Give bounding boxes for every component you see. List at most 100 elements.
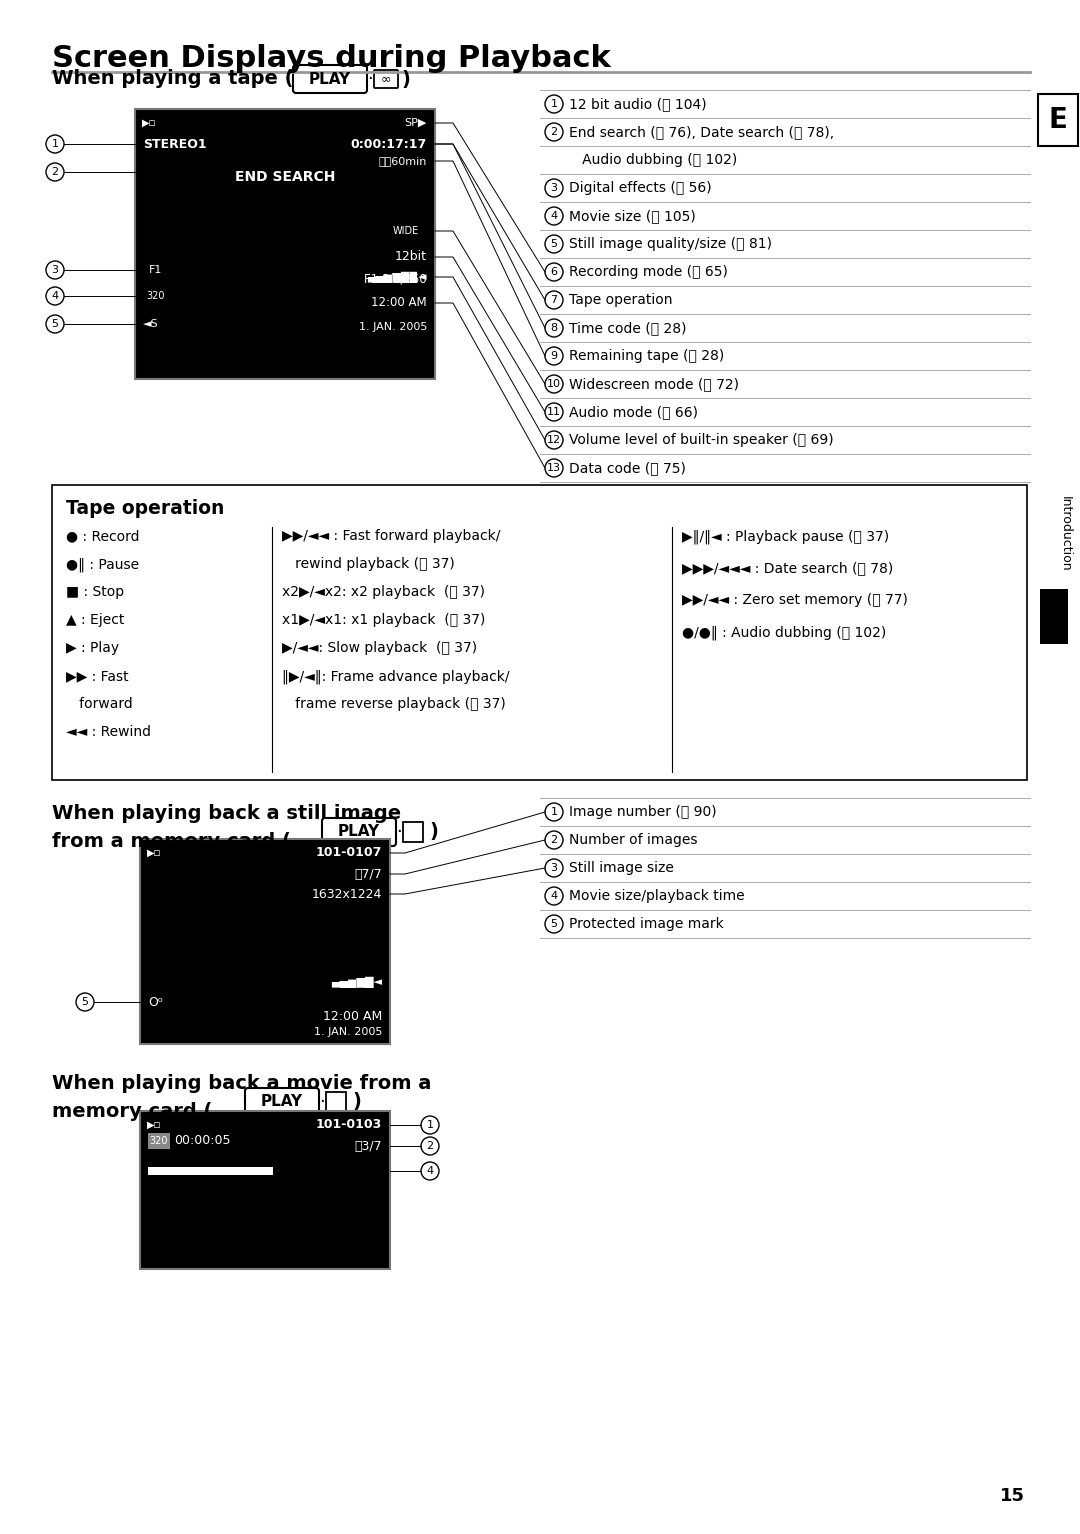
Text: ∞: ∞ xyxy=(381,72,391,86)
Text: 12: 12 xyxy=(546,436,562,445)
Bar xyxy=(143,287,168,305)
Text: F1.8 1/250: F1.8 1/250 xyxy=(364,273,427,285)
Text: frame reverse playback (⎋ 37): frame reverse playback (⎋ 37) xyxy=(282,696,505,710)
Text: 7: 7 xyxy=(551,295,557,305)
Text: rewind playback (⎋ 37): rewind playback (⎋ 37) xyxy=(282,557,455,571)
Text: 4: 4 xyxy=(551,212,557,221)
Text: ·: · xyxy=(396,824,402,841)
Text: 2: 2 xyxy=(551,834,557,845)
Text: Introduction: Introduction xyxy=(1058,495,1071,572)
Bar xyxy=(135,109,435,379)
Text: 8: 8 xyxy=(551,324,557,333)
FancyBboxPatch shape xyxy=(374,71,399,87)
Text: Time code (⎋ 28): Time code (⎋ 28) xyxy=(569,321,687,334)
Text: When playing back a still image: When playing back a still image xyxy=(52,804,401,824)
Text: ▶▶/◄◄ : Fast forward playback/: ▶▶/◄◄ : Fast forward playback/ xyxy=(282,529,500,543)
Text: Volume level of built-in speaker (⎋ 69): Volume level of built-in speaker (⎋ 69) xyxy=(569,433,834,446)
Text: Remaining tape (⎋ 28): Remaining tape (⎋ 28) xyxy=(569,350,725,364)
Text: ◄◄ : Rewind: ◄◄ : Rewind xyxy=(66,726,151,739)
Text: ▶ : Play: ▶ : Play xyxy=(66,641,119,655)
Text: 3: 3 xyxy=(52,265,58,275)
Text: STEREO1: STEREO1 xyxy=(143,138,206,150)
Text: 11: 11 xyxy=(546,407,561,417)
Text: Image number (⎋ 90): Image number (⎋ 90) xyxy=(569,805,717,819)
Text: Widescreen mode (⎋ 72): Widescreen mode (⎋ 72) xyxy=(569,377,739,391)
Text: ): ) xyxy=(429,822,437,842)
Bar xyxy=(140,839,390,1045)
Text: ‖▶/◄‖: Frame advance playback/: ‖▶/◄‖: Frame advance playback/ xyxy=(282,669,510,684)
Text: ): ) xyxy=(352,1092,361,1112)
Text: ▶◽: ▶◽ xyxy=(141,118,157,127)
Text: 1: 1 xyxy=(52,140,58,149)
Text: 1. JAN. 2005: 1. JAN. 2005 xyxy=(313,1026,382,1037)
Bar xyxy=(143,261,168,279)
Text: ●‖ : Pause: ●‖ : Pause xyxy=(66,557,139,572)
Text: Digital effects (⎋ 56): Digital effects (⎋ 56) xyxy=(569,181,712,195)
Text: Audio mode (⎋ 66): Audio mode (⎋ 66) xyxy=(569,405,698,419)
Text: 101-0103: 101-0103 xyxy=(315,1118,382,1132)
Text: ▶▶ : Fast: ▶▶ : Fast xyxy=(66,669,129,683)
Text: ⎋3/7: ⎋3/7 xyxy=(354,1140,382,1152)
Text: F1: F1 xyxy=(149,265,163,275)
FancyBboxPatch shape xyxy=(403,822,423,842)
Text: ▶/◄◄: Slow playback  (⎋ 37): ▶/◄◄: Slow playback (⎋ 37) xyxy=(282,641,477,655)
Text: ● : Record: ● : Record xyxy=(66,529,139,543)
Text: 320: 320 xyxy=(150,1137,168,1146)
Bar xyxy=(148,1167,273,1175)
Text: 12:00 AM: 12:00 AM xyxy=(323,1009,382,1023)
Text: 10: 10 xyxy=(546,379,561,390)
Text: When playing a tape (: When playing a tape ( xyxy=(52,69,294,89)
Text: 12:00 AM: 12:00 AM xyxy=(372,296,427,310)
Text: 1: 1 xyxy=(427,1120,433,1131)
Text: Screen Displays during Playback: Screen Displays during Playback xyxy=(52,44,611,74)
Text: forward: forward xyxy=(66,696,133,710)
Text: 6: 6 xyxy=(551,267,557,278)
Text: x1▶/◄x1: x1 playback  (⎋ 37): x1▶/◄x1: x1 playback (⎋ 37) xyxy=(282,614,485,627)
Text: 1: 1 xyxy=(551,807,557,818)
Text: PLAY: PLAY xyxy=(309,72,351,86)
Text: Protected image mark: Protected image mark xyxy=(569,917,724,931)
Text: SP▶: SP▶ xyxy=(405,118,427,127)
Text: ▶▶/◄◄ : Zero set memory (⎋ 77): ▶▶/◄◄ : Zero set memory (⎋ 77) xyxy=(681,594,908,607)
Text: ■ : Stop: ■ : Stop xyxy=(66,584,124,598)
Text: ▶‖/‖◄ : Playback pause (⎋ 37): ▶‖/‖◄ : Playback pause (⎋ 37) xyxy=(681,529,889,543)
Text: 2: 2 xyxy=(551,127,557,137)
Text: Oᵒ: Oᵒ xyxy=(148,996,163,1008)
Text: 15: 15 xyxy=(1000,1486,1025,1505)
Text: ▲ : Eject: ▲ : Eject xyxy=(66,614,124,627)
Text: ▄▅▆▇█◄: ▄▅▆▇█◄ xyxy=(330,976,382,988)
Text: ·: · xyxy=(367,71,373,87)
Text: Still image size: Still image size xyxy=(569,861,674,874)
Text: Recording mode (⎋ 65): Recording mode (⎋ 65) xyxy=(569,265,728,279)
Text: When playing back a movie from a: When playing back a movie from a xyxy=(52,1074,431,1094)
Text: ): ) xyxy=(401,69,410,89)
Text: 5: 5 xyxy=(81,997,89,1006)
Text: 3: 3 xyxy=(551,183,557,193)
FancyBboxPatch shape xyxy=(293,64,367,94)
Text: ⎋7/7: ⎋7/7 xyxy=(354,868,382,881)
Bar xyxy=(148,1134,170,1149)
Text: 0:00:17:17: 0:00:17:17 xyxy=(351,138,427,150)
Text: PLAY: PLAY xyxy=(261,1094,303,1109)
Text: 5: 5 xyxy=(551,239,557,249)
Text: 4: 4 xyxy=(551,891,557,900)
Text: Audio dubbing (⎋ 102): Audio dubbing (⎋ 102) xyxy=(569,153,738,167)
Text: ◄S: ◄S xyxy=(143,319,159,328)
Bar xyxy=(1038,94,1078,146)
Text: Number of images: Number of images xyxy=(569,833,698,847)
Text: ▶▶▶/◄◄◄ : Date search (⎋ 78): ▶▶▶/◄◄◄ : Date search (⎋ 78) xyxy=(681,561,893,575)
Text: END SEARCH: END SEARCH xyxy=(234,170,335,184)
Text: ▄▅▆▇█▉◄: ▄▅▆▇█▉◄ xyxy=(367,272,427,282)
Text: 5: 5 xyxy=(52,319,58,328)
Text: Tape operation: Tape operation xyxy=(569,293,673,307)
Text: ·: · xyxy=(319,1094,325,1111)
Text: 1. JAN. 2005: 1. JAN. 2005 xyxy=(359,322,427,331)
Text: 9: 9 xyxy=(551,351,557,360)
Text: PLAY: PLAY xyxy=(338,824,380,839)
Bar xyxy=(140,1111,390,1269)
Text: 4: 4 xyxy=(52,291,58,301)
Bar xyxy=(1040,589,1068,644)
FancyBboxPatch shape xyxy=(245,1088,319,1117)
FancyBboxPatch shape xyxy=(322,818,396,845)
Text: 1632x1224: 1632x1224 xyxy=(312,888,382,900)
